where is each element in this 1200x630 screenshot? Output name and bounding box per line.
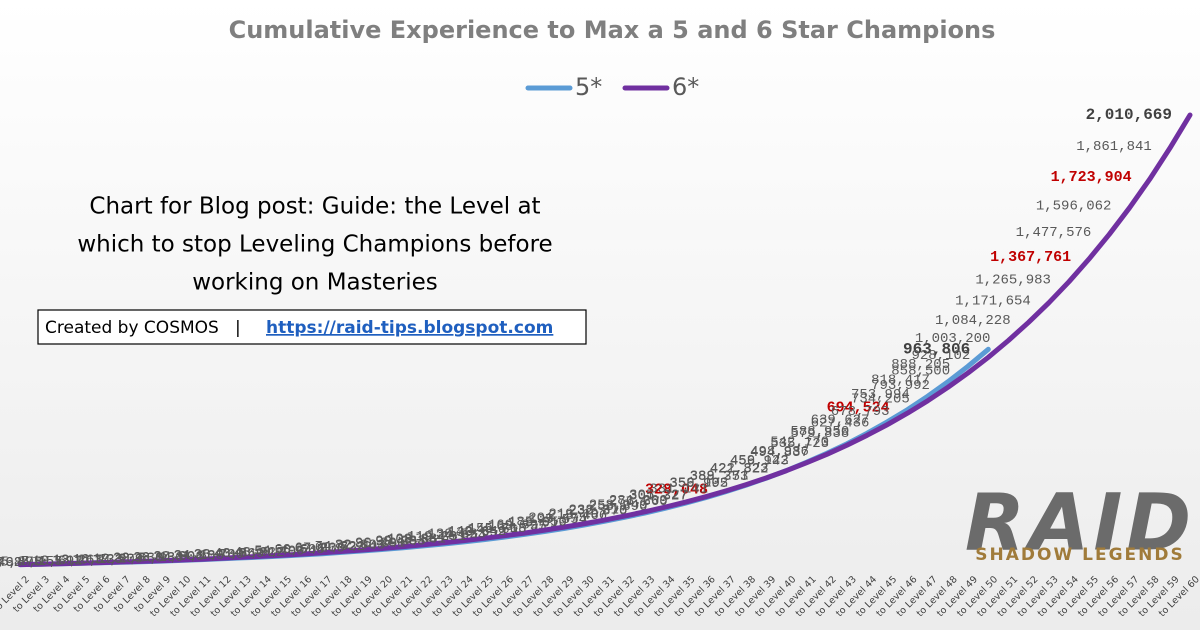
data-label: 238,318 (569, 502, 628, 518)
data-label: 459,122 (730, 453, 789, 469)
data-label: 331,141 (649, 482, 708, 498)
credit-box (37, 309, 587, 345)
data-label: 494,837 (750, 445, 809, 461)
data-label: 74,322 (315, 539, 365, 555)
data-label: 3,768 (0, 555, 22, 571)
data-label: 579,838 (790, 426, 849, 442)
data-label: 258,949 (589, 498, 648, 514)
data-label: 16,123 (73, 552, 123, 568)
chart-title: Cumulative Experience to Max a 5 and 6 S… (229, 16, 996, 44)
data-label: 30,006 (153, 549, 203, 565)
data-label: 818,417 (871, 373, 930, 389)
data-label: 753,994 (851, 387, 910, 403)
data-label: 99,233 (375, 533, 425, 549)
data-label: 793,992 (871, 378, 930, 394)
data-label: 389,271 (690, 469, 749, 485)
data-label: 1,003,200 (915, 331, 991, 347)
data-label: 328,048 (645, 482, 708, 499)
data-label: 19,209 (93, 551, 143, 567)
series-line (17, 112, 1193, 568)
data-label: 26,130 (133, 550, 183, 566)
data-label: 130,523 (427, 526, 486, 542)
data-label: 90,291 (355, 535, 405, 551)
data-label: 1,861,841 (1076, 139, 1152, 155)
data-label: 43,569 (214, 546, 264, 562)
link[interactable]: https://raid-tips.blogspot.com (266, 318, 553, 338)
data-label: 219,197 (548, 507, 607, 523)
data-label: 928,102 (911, 348, 970, 364)
logo: RAID (965, 478, 1195, 568)
data-label: 155,718 (468, 521, 527, 537)
legend-label: 5* (575, 73, 602, 101)
data-label: 2,010,669 (1086, 106, 1172, 124)
data-label: 535,723 (770, 436, 829, 452)
data-label: 734,205 (851, 391, 910, 407)
data-label: 119,291 (407, 529, 466, 545)
data-label: 108,881 (387, 531, 446, 547)
data-label: 38,700 (194, 547, 244, 563)
data-label: 48,822 (234, 545, 284, 561)
data-label: 305,227 (629, 487, 688, 503)
data-label: 1,477,576 (1016, 225, 1092, 241)
data-label: 858,500 (891, 364, 950, 380)
data-label: 301,327 (629, 488, 688, 504)
annotation: Chart for Blog post: Guide: the Level at (89, 194, 540, 220)
data-label: 142,642 (447, 524, 506, 540)
data-label: 694,524 (827, 400, 890, 417)
annotation: which to stop Leveling Champions before (77, 232, 552, 258)
data-label: 281,209 (609, 493, 668, 509)
data-label: 13,263 (52, 553, 102, 569)
data-label: 1,084,228 (935, 313, 1011, 329)
data-label: 169,827 (488, 518, 547, 534)
data-label: 963,806 (903, 341, 970, 359)
legend-label: 6* (672, 73, 699, 101)
data-label: 232,870 (569, 504, 628, 520)
data-label: 388,353 (690, 469, 749, 485)
data-label: 67,203 (295, 541, 345, 557)
data-label: 359,102 (669, 475, 728, 491)
data-label: 185,050 (508, 514, 567, 530)
data-label: 8,155 (21, 554, 63, 570)
data-label: 1,367,761 (990, 249, 1071, 266)
data-label: 1,596,062 (1036, 198, 1112, 214)
data-label: 888,205 (891, 357, 950, 373)
annotation: working on Masteries (192, 270, 438, 296)
data-label: 276,660 (609, 494, 668, 510)
data-label: 678,793 (831, 404, 890, 420)
data-label: 421,822 (710, 461, 769, 477)
data-label: 201,475 (528, 511, 587, 527)
data-label: 60,605 (274, 542, 324, 558)
data-label: 3,492 (0, 555, 22, 571)
data-label: 356,995 (669, 476, 728, 492)
data-label: 82,003 (335, 537, 385, 553)
data-label: 1,171,654 (955, 293, 1031, 309)
data-label: 1,265,983 (975, 272, 1051, 288)
data-label: 10,612 (32, 553, 82, 569)
data-label: 627,436 (811, 415, 870, 431)
data-label: 542,170 (770, 434, 829, 450)
data-label: 1,735 (0, 555, 2, 571)
data-label: 456,943 (730, 453, 789, 469)
data-label: 34,188 (173, 548, 223, 564)
data-label: 22,538 (113, 551, 163, 567)
data-label: 54,490 (254, 544, 304, 560)
data-label: 5,878 (0, 554, 42, 570)
data-label: 639,627 (811, 413, 870, 429)
data-label: 588,950 (790, 424, 849, 440)
data-label: 1,812 (0, 555, 2, 571)
data-label: 253,890 (589, 499, 648, 515)
logo: SHADOW LEGENDS (975, 545, 1184, 565)
credit: Created by COSMOS | (45, 318, 241, 338)
data-label: 1,723,904 (1051, 169, 1132, 186)
data-label: 422,323 (710, 461, 769, 477)
data-label: 498,986 (750, 444, 809, 460)
